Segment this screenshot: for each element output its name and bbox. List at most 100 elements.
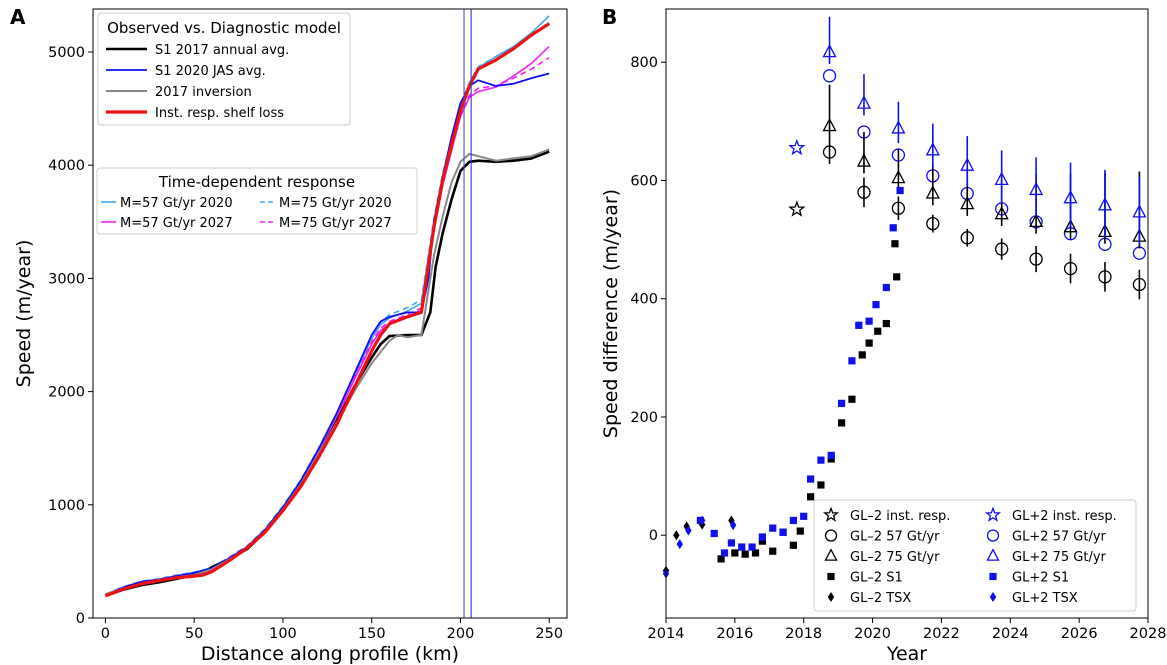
legend-label: GL–2 S1: [850, 571, 903, 586]
point-gl_m2_57: [857, 185, 871, 199]
point-gl_m2_tsx: [673, 530, 680, 541]
legend-label: S1 2020 JAS avg.: [155, 64, 266, 79]
point-gl_m2_s1: [769, 547, 777, 555]
y-axis-label: Speed (m/year): [13, 240, 35, 388]
point-gl_p2_75: [822, 43, 837, 58]
point-gl_m2_s1: [741, 550, 749, 558]
series-gl_m2_75: [822, 84, 1147, 249]
legend-box: [96, 167, 418, 235]
x-axis-label: Year: [886, 643, 927, 665]
point-gl_m2_75: [960, 195, 975, 210]
point-gl_p2_s1: [727, 539, 736, 547]
point-gl_m2_s1: [807, 493, 815, 501]
legend-marker: [989, 592, 997, 602]
legend-label: GL–2 inst. resp.: [850, 509, 950, 524]
point-gl_p2_s1: [807, 475, 815, 483]
point-gl_m2_s1: [731, 549, 739, 557]
y-tick-label: 3000: [48, 271, 85, 287]
point-gl_p2_tsx: [698, 515, 706, 526]
point-gl_m2_75: [925, 185, 940, 199]
panel-label-b: B: [602, 5, 617, 29]
legend-label: GL–2 57 Gt/yr: [850, 530, 940, 545]
point-gl_p2_s1: [769, 524, 777, 532]
x-tick-label: 2016: [716, 626, 753, 642]
panel-label-a: A: [10, 5, 26, 29]
point-gl_m2_s1: [751, 549, 760, 557]
legend-box: [813, 499, 1137, 612]
point-gl_p2_s1: [889, 224, 897, 232]
point-gl_p2_75: [1132, 204, 1147, 218]
point-gl_m2_s1: [796, 527, 804, 535]
point-gl_p2_s1: [720, 549, 729, 557]
point-gl_m2_57: [995, 242, 1009, 256]
point-gl_p2_s1: [817, 456, 825, 464]
point-gl_m2_s1: [848, 395, 856, 403]
point-gl_p2_s1: [738, 543, 746, 551]
point-gl_m2_57: [1029, 252, 1043, 266]
series-gl_p2_75: [822, 16, 1147, 245]
y-tick-label: 400: [630, 292, 658, 308]
y-tick-label: 2000: [48, 385, 85, 401]
point-gl_m2_s1: [837, 419, 846, 427]
x-tick-label: 150: [358, 626, 386, 642]
point-gl_p2_tsx: [729, 520, 737, 531]
point-gl_p2_s1: [827, 451, 835, 460]
series-gl_m2_57: [822, 140, 1147, 300]
point-gl_p2_57: [1132, 246, 1147, 260]
point-gl_m2_57: [1132, 277, 1147, 292]
point-gl_m2_s1: [817, 481, 825, 489]
point-gl_p2_tsx: [685, 525, 692, 536]
point-gl_m2_57: [891, 201, 906, 215]
point-gl_p2_75: [960, 157, 975, 171]
legend-label: GL+2 inst. resp.: [1012, 509, 1117, 524]
point-gl_p2_tsx: [676, 539, 683, 550]
point-gl_m2_57: [822, 145, 837, 159]
point-gl_m2_75: [856, 153, 872, 167]
point-gl_p2_75: [1097, 197, 1113, 211]
x-tick-label: 2022: [923, 626, 960, 642]
legend-marker: [986, 529, 1000, 542]
point-gl_p2_75: [1063, 189, 1078, 204]
legend-title: Observed vs. Diagnostic model: [107, 19, 341, 37]
legend-label: GL–2 75 Gt/yr: [850, 550, 940, 565]
series-line-m57_2027: [105, 45, 550, 597]
point-gl_p2_75: [891, 120, 906, 134]
axes-frame: [665, 8, 1149, 619]
legend-label: 2017 inversion: [155, 85, 252, 100]
legend-marker: [824, 548, 838, 561]
point-gl_m2_inst: [788, 200, 806, 217]
x-tick-label: 2018: [785, 626, 822, 642]
legend-label: M=57 Gt/yr 2020: [120, 196, 233, 211]
series-gl_m2_tsx: [662, 515, 735, 576]
point-gl_p2_75: [925, 142, 940, 156]
y-tick-label: 5000: [48, 45, 85, 61]
point-gl_p2_s1: [848, 357, 856, 365]
x-tick-label: 50: [185, 626, 203, 642]
point-gl_p2_s1: [710, 529, 718, 538]
point-gl_p2_s1: [789, 516, 797, 525]
y-tick-label: 4000: [48, 158, 85, 174]
point-gl_p2_75: [994, 171, 1009, 186]
point-gl_p2_s1: [758, 533, 766, 541]
point-gl_p2_s1: [837, 399, 846, 407]
legend-label: GL+2 TSX: [1012, 591, 1078, 606]
legend-title: Time-dependent response: [158, 173, 355, 191]
legend-marker: [827, 572, 835, 581]
series-gl_m2_inst: [788, 200, 806, 217]
legend-marker: [827, 592, 835, 602]
point-gl_m2_75: [994, 205, 1009, 220]
x-tick-label: 0: [101, 626, 110, 642]
point-gl_p2_inst: [788, 138, 806, 156]
point-gl_p2_s1: [800, 512, 808, 520]
point-gl_m2_75: [822, 117, 837, 132]
y-tick-label: 1000: [48, 498, 85, 514]
x-tick-label: 2014: [648, 626, 685, 642]
legend-label: GL–2 TSX: [850, 591, 911, 606]
series-gl_p2_inst: [788, 138, 806, 156]
legend-observed: Observed vs. Diagnostic model S1 2017 ann…: [97, 12, 351, 126]
point-gl_p2_s1: [896, 186, 904, 195]
point-gl_m2_s1: [874, 327, 882, 335]
point-gl_m2_s1: [891, 240, 899, 248]
point-gl_p2_57: [822, 69, 837, 83]
